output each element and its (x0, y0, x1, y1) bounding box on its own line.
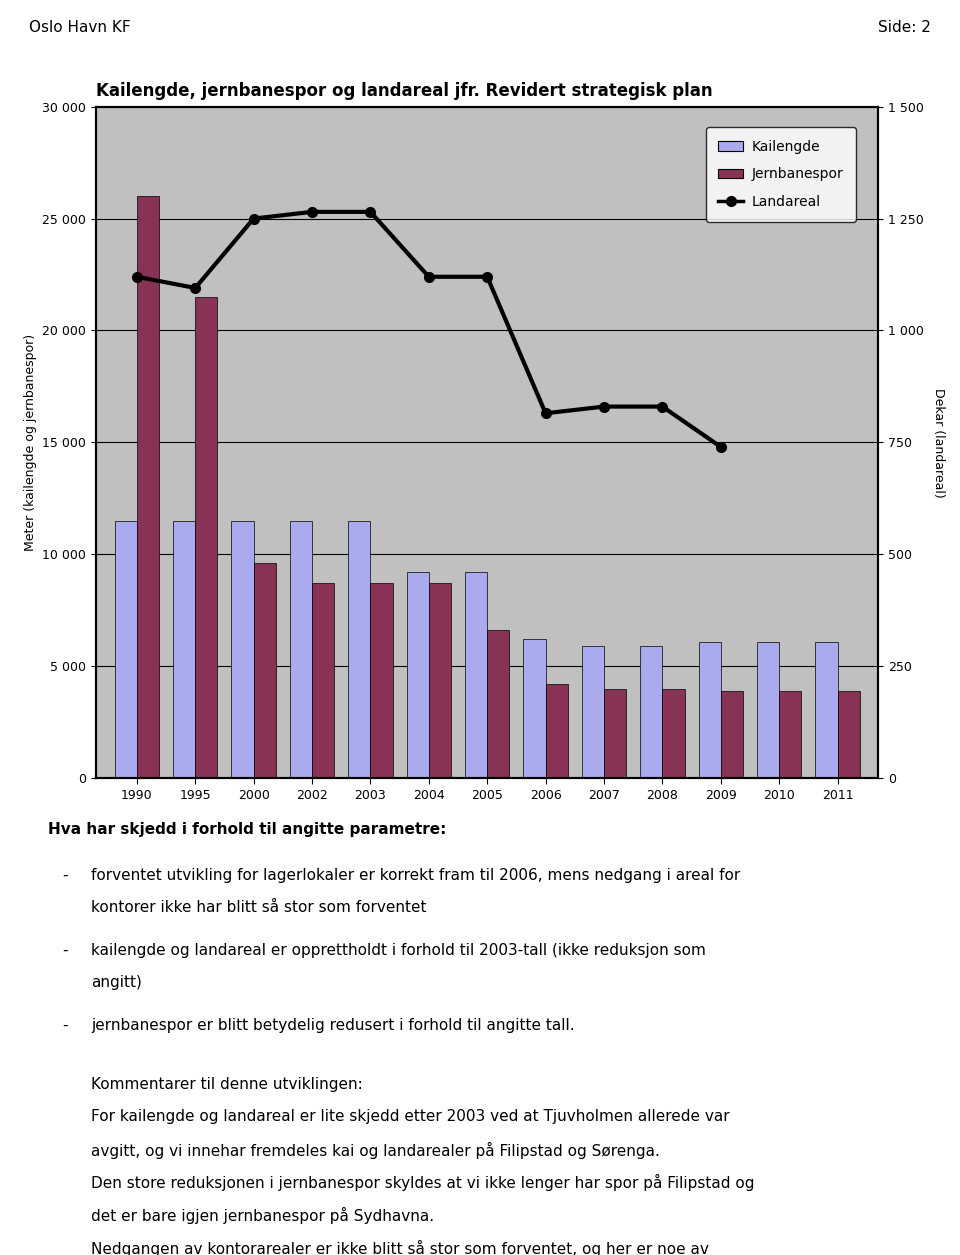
Bar (407, 572, 429, 778)
Text: Side: 2: Side: 2 (878, 20, 931, 35)
Bar (231, 521, 253, 778)
Bar (756, 641, 780, 778)
Bar (465, 572, 488, 778)
Text: -: - (62, 943, 68, 958)
Bar (721, 690, 743, 778)
Text: -: - (62, 1018, 68, 1033)
Bar (582, 646, 604, 778)
Text: Nedgangen av kontorarealer er ikke blitt så stor som forventet, og her er noe av: Nedgangen av kontorarealer er ikke blitt… (91, 1240, 709, 1255)
Text: kontorer ikke har blitt så stor som forventet: kontorer ikke har blitt så stor som forv… (91, 900, 426, 915)
Bar (312, 584, 334, 778)
Text: det er bare igjen jernbanespor på Sydhavna.: det er bare igjen jernbanespor på Sydhav… (91, 1207, 434, 1224)
Text: Hva har skjedd i forhold til angitte parametre:: Hva har skjedd i forhold til angitte par… (48, 822, 446, 837)
Bar (371, 584, 393, 778)
Bar (429, 584, 451, 778)
Legend: Kailengde, Jernbanespor, Landareal: Kailengde, Jernbanespor, Landareal (706, 127, 855, 222)
Bar (488, 630, 510, 778)
Bar (523, 639, 545, 778)
Bar (137, 196, 159, 778)
Y-axis label: Meter (kailengde og jernbanespor): Meter (kailengde og jernbanespor) (24, 334, 36, 551)
Y-axis label: Dekar (landareal): Dekar (landareal) (932, 388, 945, 497)
Bar (173, 521, 195, 778)
Text: -: - (62, 867, 68, 882)
Text: kailengde og landareal er opprettholdt i forhold til 2003-tall (ikke reduksjon s: kailengde og landareal er opprettholdt i… (91, 943, 706, 958)
Text: angitt): angitt) (91, 975, 142, 990)
Bar (604, 689, 626, 778)
Bar (815, 641, 837, 778)
Bar (780, 690, 802, 778)
Text: avgitt, og vi innehar fremdeles kai og landarealer på Filipstad og Sørenga.: avgitt, og vi innehar fremdeles kai og l… (91, 1142, 660, 1158)
Bar (837, 690, 860, 778)
Text: Kommentarer til denne utviklingen:: Kommentarer til denne utviklingen: (91, 1077, 363, 1092)
Bar (290, 521, 312, 778)
Text: jernbanespor er blitt betydelig redusert i forhold til angitte tall.: jernbanespor er blitt betydelig redusert… (91, 1018, 575, 1033)
Bar (253, 563, 276, 778)
Text: Kailengde, jernbanespor og landareal jfr. Revidert strategisk plan: Kailengde, jernbanespor og landareal jfr… (96, 82, 712, 99)
Text: For kailengde og landareal er lite skjedd etter 2003 ved at Tjuvholmen allerede : For kailengde og landareal er lite skjed… (91, 1109, 730, 1124)
Bar (699, 641, 721, 778)
Bar (195, 297, 218, 778)
Bar (348, 521, 371, 778)
Text: forventet utvikling for lagerlokaler er korrekt fram til 2006, mens nedgang i ar: forventet utvikling for lagerlokaler er … (91, 867, 740, 882)
Bar (545, 684, 567, 778)
Text: Den store reduksjonen i jernbanespor skyldes at vi ikke lenger har spor på Filip: Den store reduksjonen i jernbanespor sky… (91, 1175, 755, 1191)
Bar (640, 646, 662, 778)
Bar (114, 521, 137, 778)
Text: Oslo Havn KF: Oslo Havn KF (29, 20, 131, 35)
Bar (662, 689, 684, 778)
